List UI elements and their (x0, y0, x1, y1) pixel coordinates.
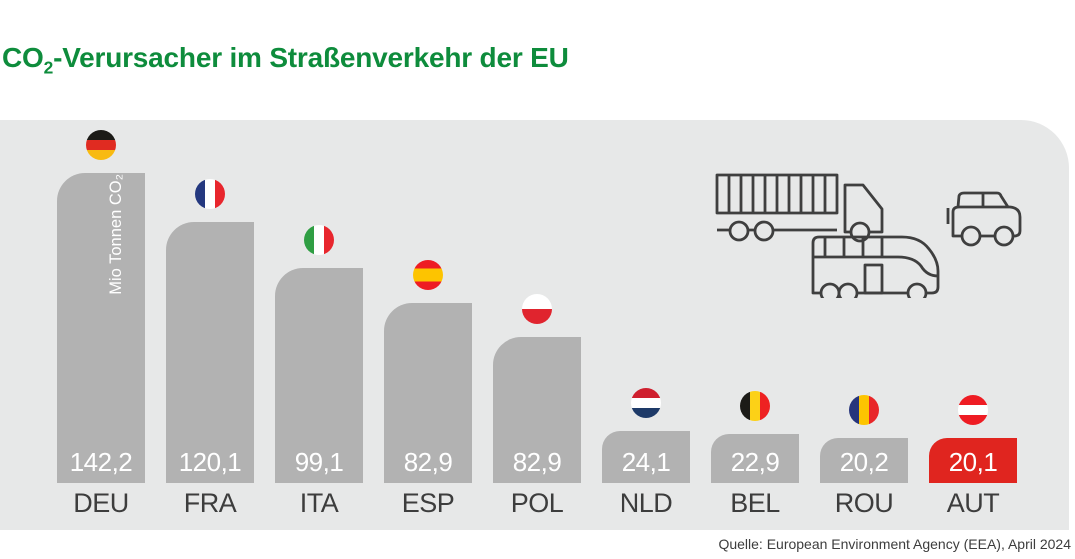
bar-label-fra: FRA (183, 488, 237, 518)
germany-flag-icon (86, 130, 116, 160)
france-flag-icon (195, 179, 225, 209)
bar-label-pol: POL (510, 488, 564, 518)
truck-icon (715, 173, 884, 243)
bar-label-aut: AUT (946, 488, 1000, 518)
belgium-flag-icon (740, 391, 770, 421)
bar-value-ita: 99,1 (294, 447, 344, 477)
bar-value-bel: 22,9 (730, 447, 780, 477)
bar-value-aut: 20,1 (948, 447, 998, 477)
italy-flag-icon (304, 225, 334, 255)
bar-bel: 22,9 (711, 434, 799, 483)
netherlands-flag-icon (631, 388, 661, 418)
source-caption: Quelle: European Environment Agency (EEA… (718, 536, 1071, 552)
bar-label-esp: ESP (401, 488, 455, 518)
austria-flag-icon (958, 395, 988, 425)
bar-fra: 120,1 (166, 222, 254, 483)
title-subscript: 2 (43, 57, 54, 78)
bar-value-fra: 120,1 (178, 447, 242, 477)
bar-pol: 82,9 (493, 337, 581, 483)
bar-aut: 20,1 (929, 438, 1017, 483)
spain-flag-icon (413, 260, 443, 290)
title-co: CO (2, 42, 44, 73)
bar-nld: 24,1 (602, 431, 690, 483)
bar-ita: 99,1 (275, 268, 363, 483)
bar-value-nld: 24,1 (621, 447, 671, 477)
bar-label-bel: BEL (730, 488, 780, 518)
page-title: CO2-Verursacher im Straßenverkehr der EU (2, 42, 569, 76)
bar-value-pol: 82,9 (512, 447, 562, 477)
poland-flag-icon (522, 294, 552, 324)
vehicles-illustration (715, 173, 1022, 298)
bar-label-deu: DEU (73, 488, 129, 518)
bus-icon (811, 235, 940, 298)
title-rest: -Verursacher im Straßenverkehr der EU (53, 42, 569, 73)
bar-value-deu: 142,2 (69, 447, 133, 477)
bar-label-rou: ROU (834, 488, 894, 518)
y-axis-unit-label: Mio Tonnen CO₂ (107, 174, 125, 295)
bar-value-esp: 82,9 (403, 447, 453, 477)
bar-label-ita: ITA (299, 488, 339, 518)
bar-label-nld: NLD (619, 488, 673, 518)
romania-flag-icon (849, 395, 879, 425)
car-icon (946, 191, 1022, 247)
bar-esp: 82,9 (384, 303, 472, 483)
bar-value-rou: 20,2 (839, 447, 889, 477)
bar-deu: Mio Tonnen CO₂ 142,2 (57, 173, 145, 483)
bar-rou: 20,2 (820, 438, 908, 483)
